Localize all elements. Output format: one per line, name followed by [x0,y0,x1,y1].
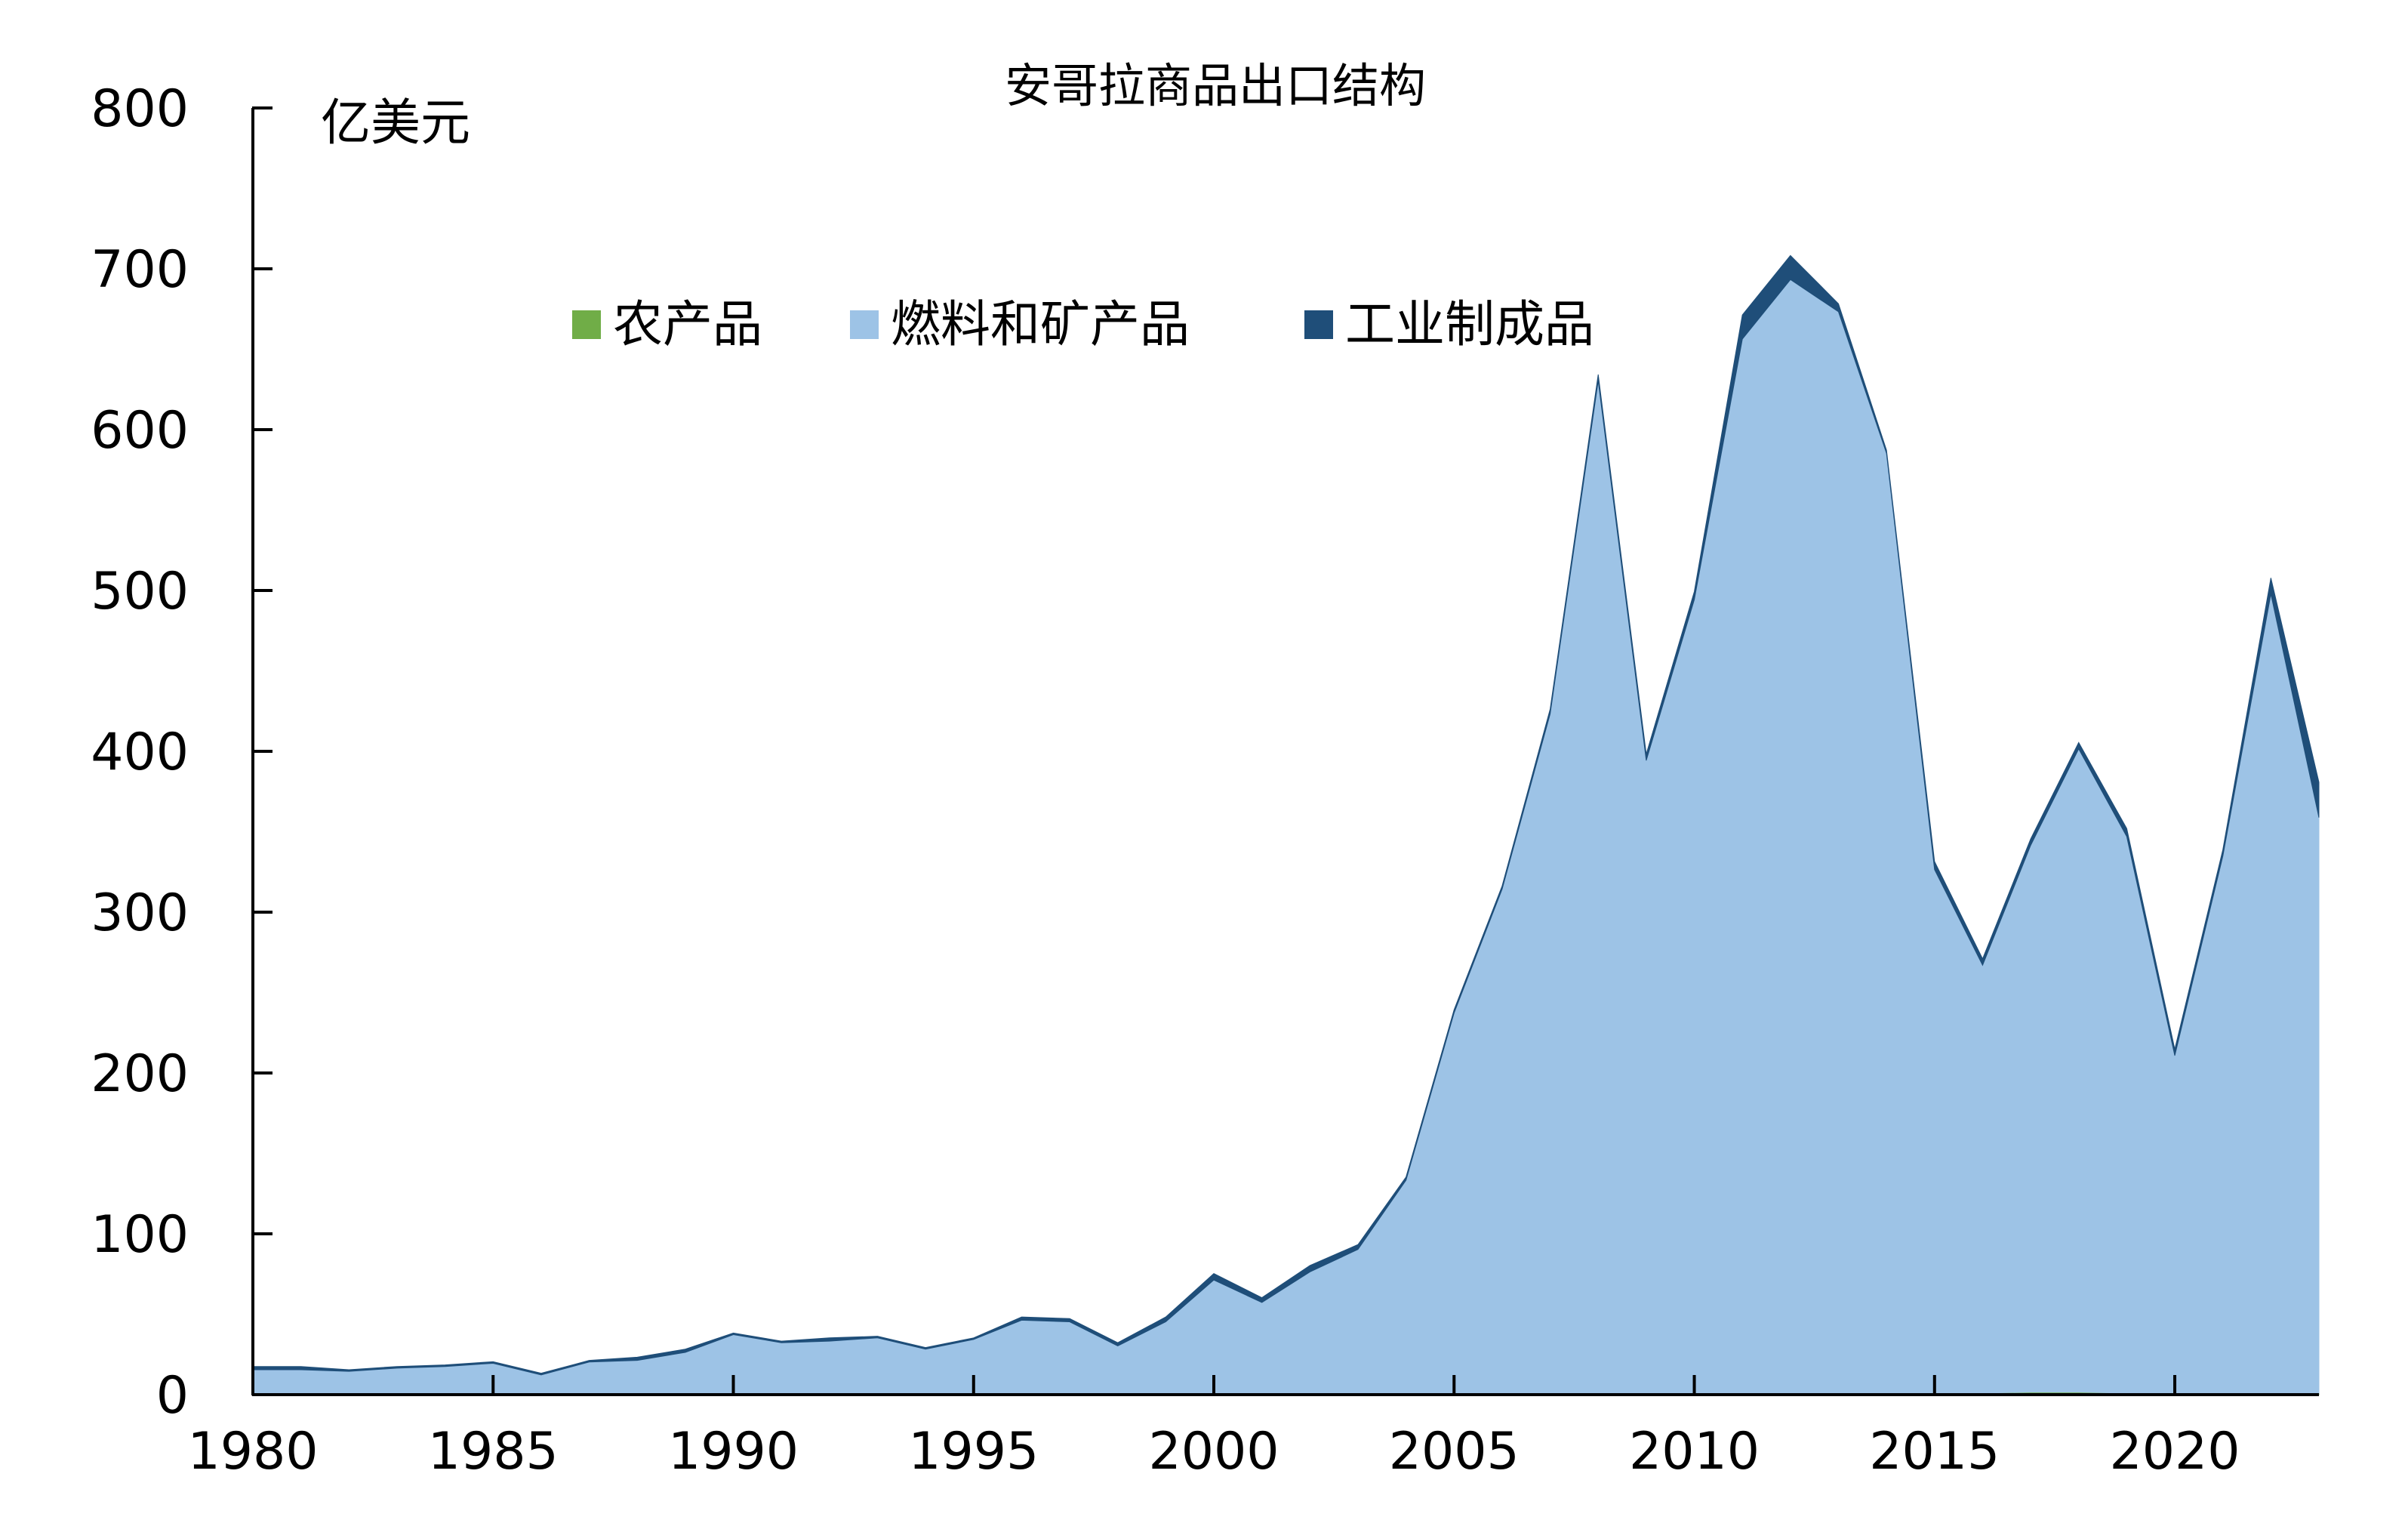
y-tick-label: 500 [91,562,189,621]
x-tick-label: 1985 [428,1422,559,1481]
y-tick-label: 100 [91,1205,189,1265]
legend-label: 燃料和矿产品 [891,295,1190,353]
x-tick-label: 2010 [1629,1422,1760,1481]
y-tick-label: 300 [91,883,189,943]
legend: 农产品 燃料和矿产品 工业制成品 [572,295,1594,353]
legend-swatch [1304,310,1333,339]
x-tick-label: 1990 [668,1422,799,1481]
x-tick-label: 1980 [187,1422,318,1481]
x-tick-label: 2015 [1869,1422,2000,1481]
legend-item-0: 农产品 [572,295,762,353]
x-tick-label: 2000 [1148,1422,1279,1481]
legend-label: 农产品 [613,295,762,353]
chart-title: 安哥拉商品出口结构 [1005,58,1426,113]
legend-item-1: 燃料和矿产品 [850,295,1190,353]
x-tick-label: 2020 [2110,1422,2240,1481]
legend-swatch [850,310,879,339]
axes-layer: 0 100 200 300 400 500 600 700 800 1980 1985 1990 199… [91,79,2319,1481]
area-series-2 [252,254,2320,1376]
legend-item-2: 工业制成品 [1304,295,1594,353]
y-tick-label: 0 [156,1366,189,1426]
area-series-1 [252,279,2320,1395]
y-unit-label: 亿美元 [321,94,470,152]
y-tick-label: 200 [91,1044,189,1104]
y-tick-label: 600 [91,401,189,461]
y-tick-label: 400 [91,723,189,782]
areas-layer [252,254,2320,1395]
x-tick-label: 1995 [908,1422,1039,1481]
y-tick-label: 800 [91,79,189,139]
legend-label: 工业制成品 [1345,295,1594,353]
legend-swatch [572,310,601,339]
y-tick-label: 700 [91,240,189,300]
x-tick-label: 2005 [1389,1422,1520,1481]
